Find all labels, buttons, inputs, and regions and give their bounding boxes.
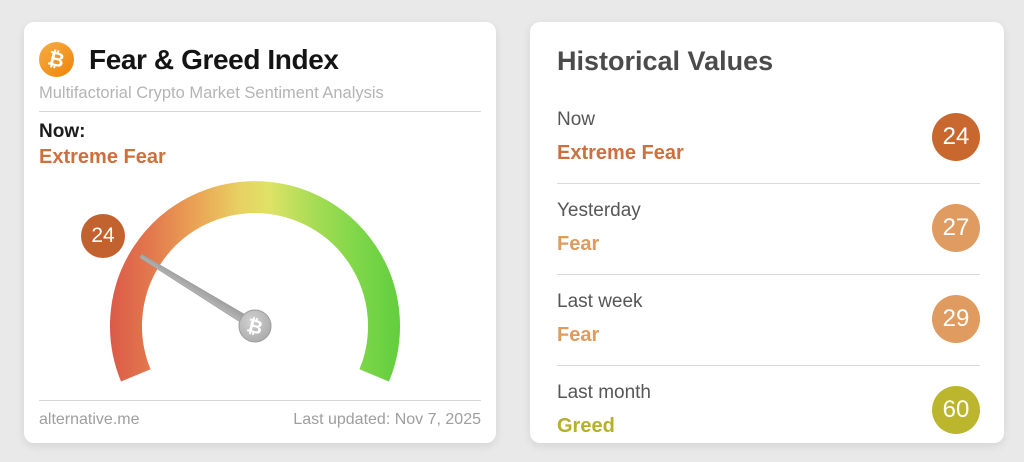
sentiment-value: Fear	[557, 233, 600, 255]
gauge-value-badge: 24	[81, 214, 125, 258]
list-item-now: Now Extreme Fear 24	[557, 93, 980, 184]
sentiment-value: Greed	[557, 415, 615, 437]
header-divider	[39, 111, 481, 112]
score-badge: 27	[932, 204, 980, 252]
bitcoin-hub-glyph: ₿	[244, 314, 265, 339]
list-item-last-month: Last month Greed 60	[557, 366, 980, 456]
sentiment-value: Extreme Fear	[557, 142, 684, 164]
bitcoin-glyph: ₿	[45, 45, 68, 73]
historical-values-card: Historical Values Now Extreme Fear 24 Ye…	[530, 22, 1004, 443]
footer-divider	[39, 400, 481, 401]
source-link[interactable]: alternative.me	[39, 411, 140, 428]
score-badge: 29	[932, 295, 980, 343]
last-updated-text: Last updated: Nov 7, 2025	[293, 411, 481, 428]
list-item-last-week: Last week Fear 29	[557, 275, 980, 366]
list-item-yesterday: Yesterday Fear 27	[557, 184, 980, 275]
fear-greed-index-card: ₿ Fear & Greed Index Multifactorial Cryp…	[24, 22, 496, 443]
period-label: Yesterday	[557, 200, 641, 221]
period-label: Last week	[557, 291, 643, 312]
now-sentiment-value: Extreme Fear	[39, 146, 166, 168]
score-badge: 24	[932, 113, 980, 161]
period-label: Last month	[557, 382, 651, 403]
gauge: ₿ 24	[39, 171, 481, 400]
subtitle: Multifactorial Crypto Market Sentiment A…	[39, 84, 384, 102]
gauge-hub	[238, 309, 272, 343]
page-title: Fear & Greed Index	[89, 43, 339, 75]
period-label: Now	[557, 109, 596, 130]
gauge-scale-arc	[110, 181, 400, 382]
card-footer: alternative.me Last updated: Nov 7, 2025	[39, 400, 481, 429]
score-badge: 60	[932, 386, 980, 434]
historical-values-list: Now Extreme Fear 24 Yesterday Fear 27 La…	[557, 93, 980, 456]
now-label: Now:	[39, 121, 86, 142]
card-header: ₿ Fear & Greed Index	[39, 42, 481, 77]
sentiment-value: Fear	[557, 324, 600, 346]
bitcoin-icon: ₿	[39, 42, 74, 77]
gauge-arc: ₿	[110, 181, 400, 382]
gauge-needle	[139, 253, 258, 331]
historical-values-title: Historical Values	[557, 46, 774, 76]
